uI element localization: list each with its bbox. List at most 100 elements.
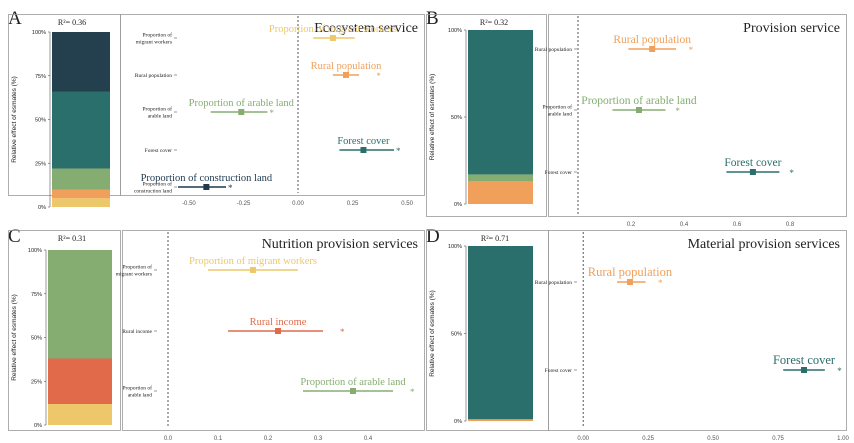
row-label: migrant workers (136, 40, 172, 46)
significance-star: * (410, 387, 415, 397)
estimate-point (801, 367, 808, 373)
estimate-point (238, 109, 245, 115)
row-label: Proportion of (143, 32, 173, 39)
bar-tick-label: 75% (31, 292, 42, 298)
x-tick-label: 0.75 (772, 436, 784, 442)
bar-segment (52, 198, 110, 207)
panel-letter: A (8, 8, 22, 29)
r2-label: R²= 0.71 (481, 234, 509, 243)
panel-letter: C (8, 226, 21, 247)
bar-segment (52, 91, 110, 169)
significance-star: * (675, 106, 680, 116)
x-tick-label: 0.00 (292, 201, 304, 207)
bar-tick-label: 100% (32, 30, 46, 36)
bar-tick-label: 0% (454, 419, 462, 425)
bar-ylabel: Relative effect of esmates (%) (11, 294, 18, 381)
bar-tick-label: 100% (448, 244, 462, 250)
row-label: Proportion of (123, 264, 153, 271)
x-tick-label: 0.50 (707, 436, 719, 442)
significance-star: * (837, 366, 842, 376)
bar-tick-label: 0% (38, 205, 46, 211)
bar-segment (48, 250, 112, 359)
point-label: Forest cover (773, 353, 836, 367)
bar-segment (52, 189, 110, 199)
significance-star: * (396, 146, 401, 156)
row-label: migrant workers (116, 272, 152, 278)
row-label: Proportion of (123, 385, 153, 392)
significance-star: * (789, 168, 794, 178)
significance-star: * (658, 278, 663, 288)
estimate-point (350, 388, 356, 394)
bar-segment (468, 174, 533, 182)
bar-segment (48, 404, 112, 425)
significance-star: * (689, 45, 694, 55)
estimate-point (250, 267, 256, 273)
forest-panel-frame (548, 14, 847, 217)
x-tick-label: 0.3 (314, 436, 323, 442)
x-tick-label: 0.4 (364, 436, 373, 442)
bar-tick-label: 50% (31, 336, 42, 342)
estimate-point (649, 46, 656, 52)
panel-title: Nutrition provision services (262, 237, 418, 252)
point-label: Forest cover (337, 136, 390, 147)
x-tick-label: -0.50 (182, 201, 196, 207)
row-label: Forest cover (545, 368, 573, 374)
row-label: construction land (134, 189, 172, 195)
significance-star: * (228, 183, 233, 193)
x-tick-label: 0.4 (680, 222, 689, 228)
panel-letter: B (426, 8, 439, 29)
x-tick-label: 0.00 (577, 436, 589, 442)
x-tick-label: 0.8 (786, 222, 795, 228)
row-label: arable land (548, 112, 573, 118)
bar-tick-label: 25% (35, 161, 46, 167)
bar-tick-label: 50% (451, 332, 462, 338)
x-tick-label: 0.25 (347, 201, 359, 207)
point-label: Proportion of arable land (300, 377, 406, 388)
panel-c: C R²= 0.31 Relative effect of esmates (%) 0… (8, 226, 425, 442)
x-tick-label: 0.6 (733, 222, 742, 228)
row-label: arable land (148, 114, 173, 120)
bar-tick-label: 100% (28, 248, 42, 254)
bar-tick-label: 50% (451, 115, 462, 121)
point-label: Rural population (311, 61, 383, 72)
row-label: Rural population (135, 73, 172, 79)
row-label: Rural income (122, 329, 152, 335)
estimate-point (626, 279, 633, 285)
bar-ylabel: Relative effect of esmates (%) (429, 74, 436, 161)
row-label: Forest cover (145, 148, 173, 154)
bar-segment (468, 246, 533, 420)
point-label: Proportion of migrant workers (189, 256, 317, 267)
row-label: arable land (128, 393, 153, 399)
significance-star: * (269, 108, 274, 118)
point-label: Rural population (613, 34, 691, 46)
point-label: Proportion of arable land (581, 95, 697, 107)
estimate-point (275, 328, 281, 334)
point-label: Rural income (250, 317, 307, 328)
r2-label: R²= 0.36 (58, 18, 86, 27)
row-label: Proportion of (143, 181, 173, 188)
bar-segment (52, 32, 110, 92)
panel-b: B R²= 0.32 Relative effect of esmates (%) 0… (426, 8, 847, 228)
forest-panel-frame (548, 230, 847, 431)
x-tick-label: -0.25 (237, 201, 251, 207)
x-tick-label: 0.25 (642, 436, 654, 442)
significance-star: * (340, 327, 345, 337)
bar-tick-label: 50% (35, 118, 46, 124)
estimate-point (329, 35, 336, 41)
x-tick-label: 1.00 (837, 436, 849, 442)
significance-star: * (376, 71, 381, 81)
bar-tick-label: 25% (31, 379, 42, 385)
bar-panel-frame (426, 14, 547, 217)
forest-panel-frame (120, 14, 425, 196)
estimate-point (203, 184, 210, 190)
estimate-point (360, 147, 367, 153)
bar-tick-label: 75% (35, 74, 46, 80)
point-label: Forest cover (724, 157, 781, 169)
estimate-point (343, 72, 349, 78)
panel-title: Provision service (743, 21, 840, 36)
x-tick-label: 0.1 (214, 436, 223, 442)
bar-segment (468, 30, 533, 175)
x-tick-label: 0.2 (264, 436, 273, 442)
bar-segment (468, 419, 533, 421)
